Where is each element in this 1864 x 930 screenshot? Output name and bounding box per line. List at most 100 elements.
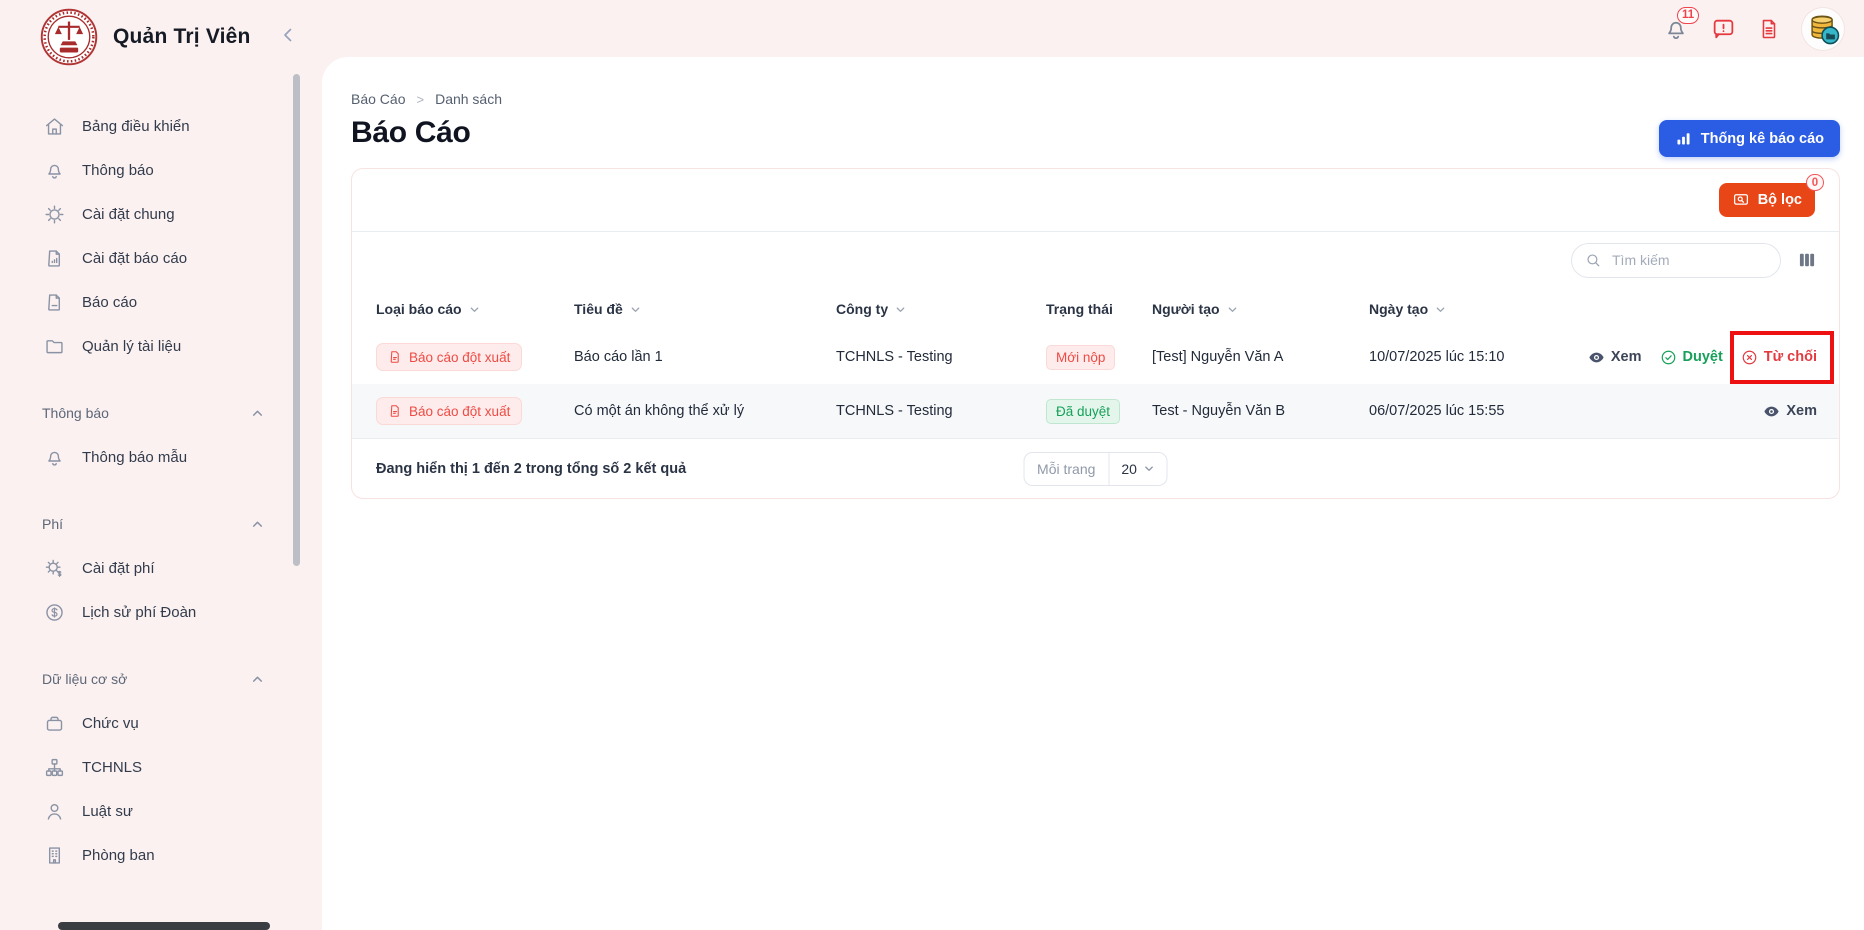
creator-cell: Test - Nguyễn Văn B bbox=[1152, 403, 1285, 419]
check-circle-icon bbox=[1660, 349, 1677, 366]
sidebar-item-notifications[interactable]: Thông báo bbox=[0, 148, 322, 192]
report-title-cell: Báo cáo lần 1 bbox=[574, 349, 663, 365]
column-settings-icon[interactable] bbox=[1797, 250, 1817, 270]
sidebar-item-dashboard[interactable]: Bảng điều khiển bbox=[0, 104, 322, 148]
briefcase-icon bbox=[44, 713, 65, 734]
filter-row: Bộ lọc 0 bbox=[352, 169, 1839, 231]
column-header-status: Trạng thái bbox=[1046, 301, 1113, 317]
pagination-bar: Đang hiển thị 1 đến 2 trong tổng số 2 kế… bbox=[352, 438, 1839, 498]
brand-header: Quản Trị Viên bbox=[0, 0, 322, 74]
sidebar-item-label: Quản lý tài liệu bbox=[82, 337, 182, 355]
building-icon bbox=[44, 845, 65, 866]
sidebar-section-fees[interactable]: Phí bbox=[0, 502, 322, 546]
notification-bell-button[interactable]: 11 bbox=[1663, 6, 1700, 42]
user-icon bbox=[44, 801, 65, 822]
row-actions: Xem Duyệt Từ chối bbox=[1569, 330, 1839, 384]
sidebar-item-label: Luật sư bbox=[82, 802, 133, 820]
filter-search-icon bbox=[1732, 191, 1750, 209]
eye-icon bbox=[1763, 403, 1780, 420]
table-row: Báo cáo đột xuất Có một án không thể xử … bbox=[352, 384, 1839, 438]
chevron-up-icon bbox=[251, 407, 264, 420]
approve-action[interactable]: Duyệt bbox=[1660, 349, 1723, 366]
sidebar-item-reports[interactable]: Báo cáo bbox=[0, 280, 322, 324]
bar-chart-icon bbox=[1675, 130, 1692, 147]
sidebar-item-label: Chức vụ bbox=[82, 714, 139, 732]
sidebar-item-label: Cài đặt chung bbox=[82, 205, 175, 223]
company-cell: TCHNLS - Testing bbox=[836, 403, 953, 419]
chevron-up-icon bbox=[251, 673, 264, 686]
search-row bbox=[352, 232, 1839, 288]
folder-icon bbox=[44, 336, 65, 357]
status-badge: Đã duyệt bbox=[1046, 398, 1121, 424]
search-input[interactable] bbox=[1610, 251, 1767, 269]
eye-icon bbox=[1588, 349, 1605, 366]
sidebar-item-label: TCHNLS bbox=[82, 758, 143, 776]
sidebar: Quản Trị Viên Bảng điều khiển Thông báo … bbox=[0, 0, 322, 930]
main-panel: Báo Cáo > Danh sách Báo Cáo Thống kê báo… bbox=[322, 57, 1864, 930]
sidebar-item-report-settings[interactable]: Cài đặt báo cáo bbox=[0, 236, 322, 280]
filter-button[interactable]: Bộ lọc 0 bbox=[1718, 174, 1824, 217]
column-header-title[interactable]: Tiêu đề bbox=[574, 288, 836, 330]
sidebar-horizontal-scrollbar[interactable] bbox=[58, 922, 270, 930]
org-seal-logo bbox=[40, 8, 98, 66]
sidebar-item-label: Cài đặt báo cáo bbox=[82, 249, 188, 267]
chevron-down-icon bbox=[1144, 463, 1155, 474]
sidebar-item-departments[interactable]: Phòng ban bbox=[0, 833, 322, 877]
feedback-chat-button[interactable] bbox=[1711, 16, 1736, 41]
report-type-badge: Báo cáo đột xuất bbox=[376, 343, 523, 371]
section-header-label: Dữ liệu cơ sở bbox=[42, 671, 128, 687]
sidebar-item-label: Lịch sử phí Đoàn bbox=[82, 603, 197, 621]
bell-icon bbox=[44, 447, 65, 468]
breadcrumb: Báo Cáo > Danh sách bbox=[351, 91, 1840, 107]
column-header-company[interactable]: Công ty bbox=[836, 288, 1046, 330]
sidebar-section-master-data[interactable]: Dữ liệu cơ sở bbox=[0, 657, 322, 701]
per-page-label: Mỗi trang bbox=[1037, 460, 1096, 477]
sidebar-item-label: Thông báo bbox=[82, 161, 154, 179]
sidebar-item-label: Báo cáo bbox=[82, 293, 138, 311]
report-list-card: Bộ lọc 0 Loại báo cáo Tiêu đề Công ty Tr bbox=[351, 168, 1840, 499]
row-actions: Xem bbox=[1569, 403, 1839, 420]
document-chart-icon bbox=[44, 248, 65, 269]
home-icon bbox=[44, 116, 65, 137]
app-title: Quản Trị Viên bbox=[113, 25, 251, 48]
filter-count-badge: 0 bbox=[1806, 174, 1824, 191]
sidebar-item-positions[interactable]: Chức vụ bbox=[0, 701, 322, 745]
sidebar-menu: Bảng điều khiển Thông báo Cài đặt chung … bbox=[0, 74, 322, 877]
sidebar-collapse-icon[interactable] bbox=[280, 27, 296, 43]
per-page-selector[interactable]: Mỗi trang 20 bbox=[1023, 451, 1168, 486]
breadcrumb-item-reports[interactable]: Báo Cáo bbox=[351, 91, 406, 107]
sidebar-vertical-scrollbar[interactable] bbox=[293, 74, 300, 566]
per-page-value: 20 bbox=[1121, 460, 1137, 477]
search-box bbox=[1571, 242, 1781, 278]
sidebar-item-documents[interactable]: Quản lý tài liệu bbox=[0, 324, 322, 368]
sidebar-item-tchnls[interactable]: TCHNLS bbox=[0, 745, 322, 789]
sidebar-item-fee-settings[interactable]: Cài đặt phí bbox=[0, 546, 322, 590]
section-header-label: Phí bbox=[42, 516, 64, 532]
topbar: 11 bbox=[1663, 0, 1864, 57]
sidebar-item-general-settings[interactable]: Cài đặt chung bbox=[0, 192, 322, 236]
sidebar-section-notifications[interactable]: Thông báo bbox=[0, 391, 322, 435]
report-stats-button[interactable]: Thống kê báo cáo bbox=[1658, 120, 1840, 157]
sidebar-item-label: Bảng điều khiển bbox=[82, 117, 190, 135]
column-header-report-type[interactable]: Loại báo cáo bbox=[352, 288, 574, 330]
view-action[interactable]: Xem bbox=[1763, 403, 1817, 420]
reject-action[interactable]: Từ chối bbox=[1729, 330, 1834, 384]
gear-icon bbox=[44, 204, 65, 225]
sidebar-item-lawyers[interactable]: Luật sư bbox=[0, 789, 322, 833]
document-icon bbox=[44, 292, 65, 313]
user-avatar[interactable] bbox=[1802, 7, 1844, 50]
bell-icon bbox=[44, 160, 65, 181]
filter-label: Bộ lọc bbox=[1757, 192, 1802, 208]
sidebar-item-label: Cài đặt phí bbox=[82, 559, 155, 577]
document-log-button[interactable] bbox=[1758, 18, 1780, 40]
sidebar-item-fee-history[interactable]: Lịch sử phí Đoàn bbox=[0, 590, 322, 634]
column-header-creator[interactable]: Người tạo bbox=[1152, 288, 1369, 330]
sidebar-item-notification-templates[interactable]: Thông báo mẫu bbox=[0, 435, 322, 479]
view-action[interactable]: Xem bbox=[1588, 349, 1642, 366]
breadcrumb-separator: > bbox=[416, 91, 425, 107]
column-header-created-date[interactable]: Ngày tạo bbox=[1369, 288, 1569, 330]
column-header-actions bbox=[1569, 288, 1839, 330]
report-table: Loại báo cáo Tiêu đề Công ty Trạng thái … bbox=[352, 288, 1839, 438]
report-title-cell: Có một án không thể xử lý bbox=[574, 403, 745, 419]
breadcrumb-item-list[interactable]: Danh sách bbox=[435, 91, 503, 107]
